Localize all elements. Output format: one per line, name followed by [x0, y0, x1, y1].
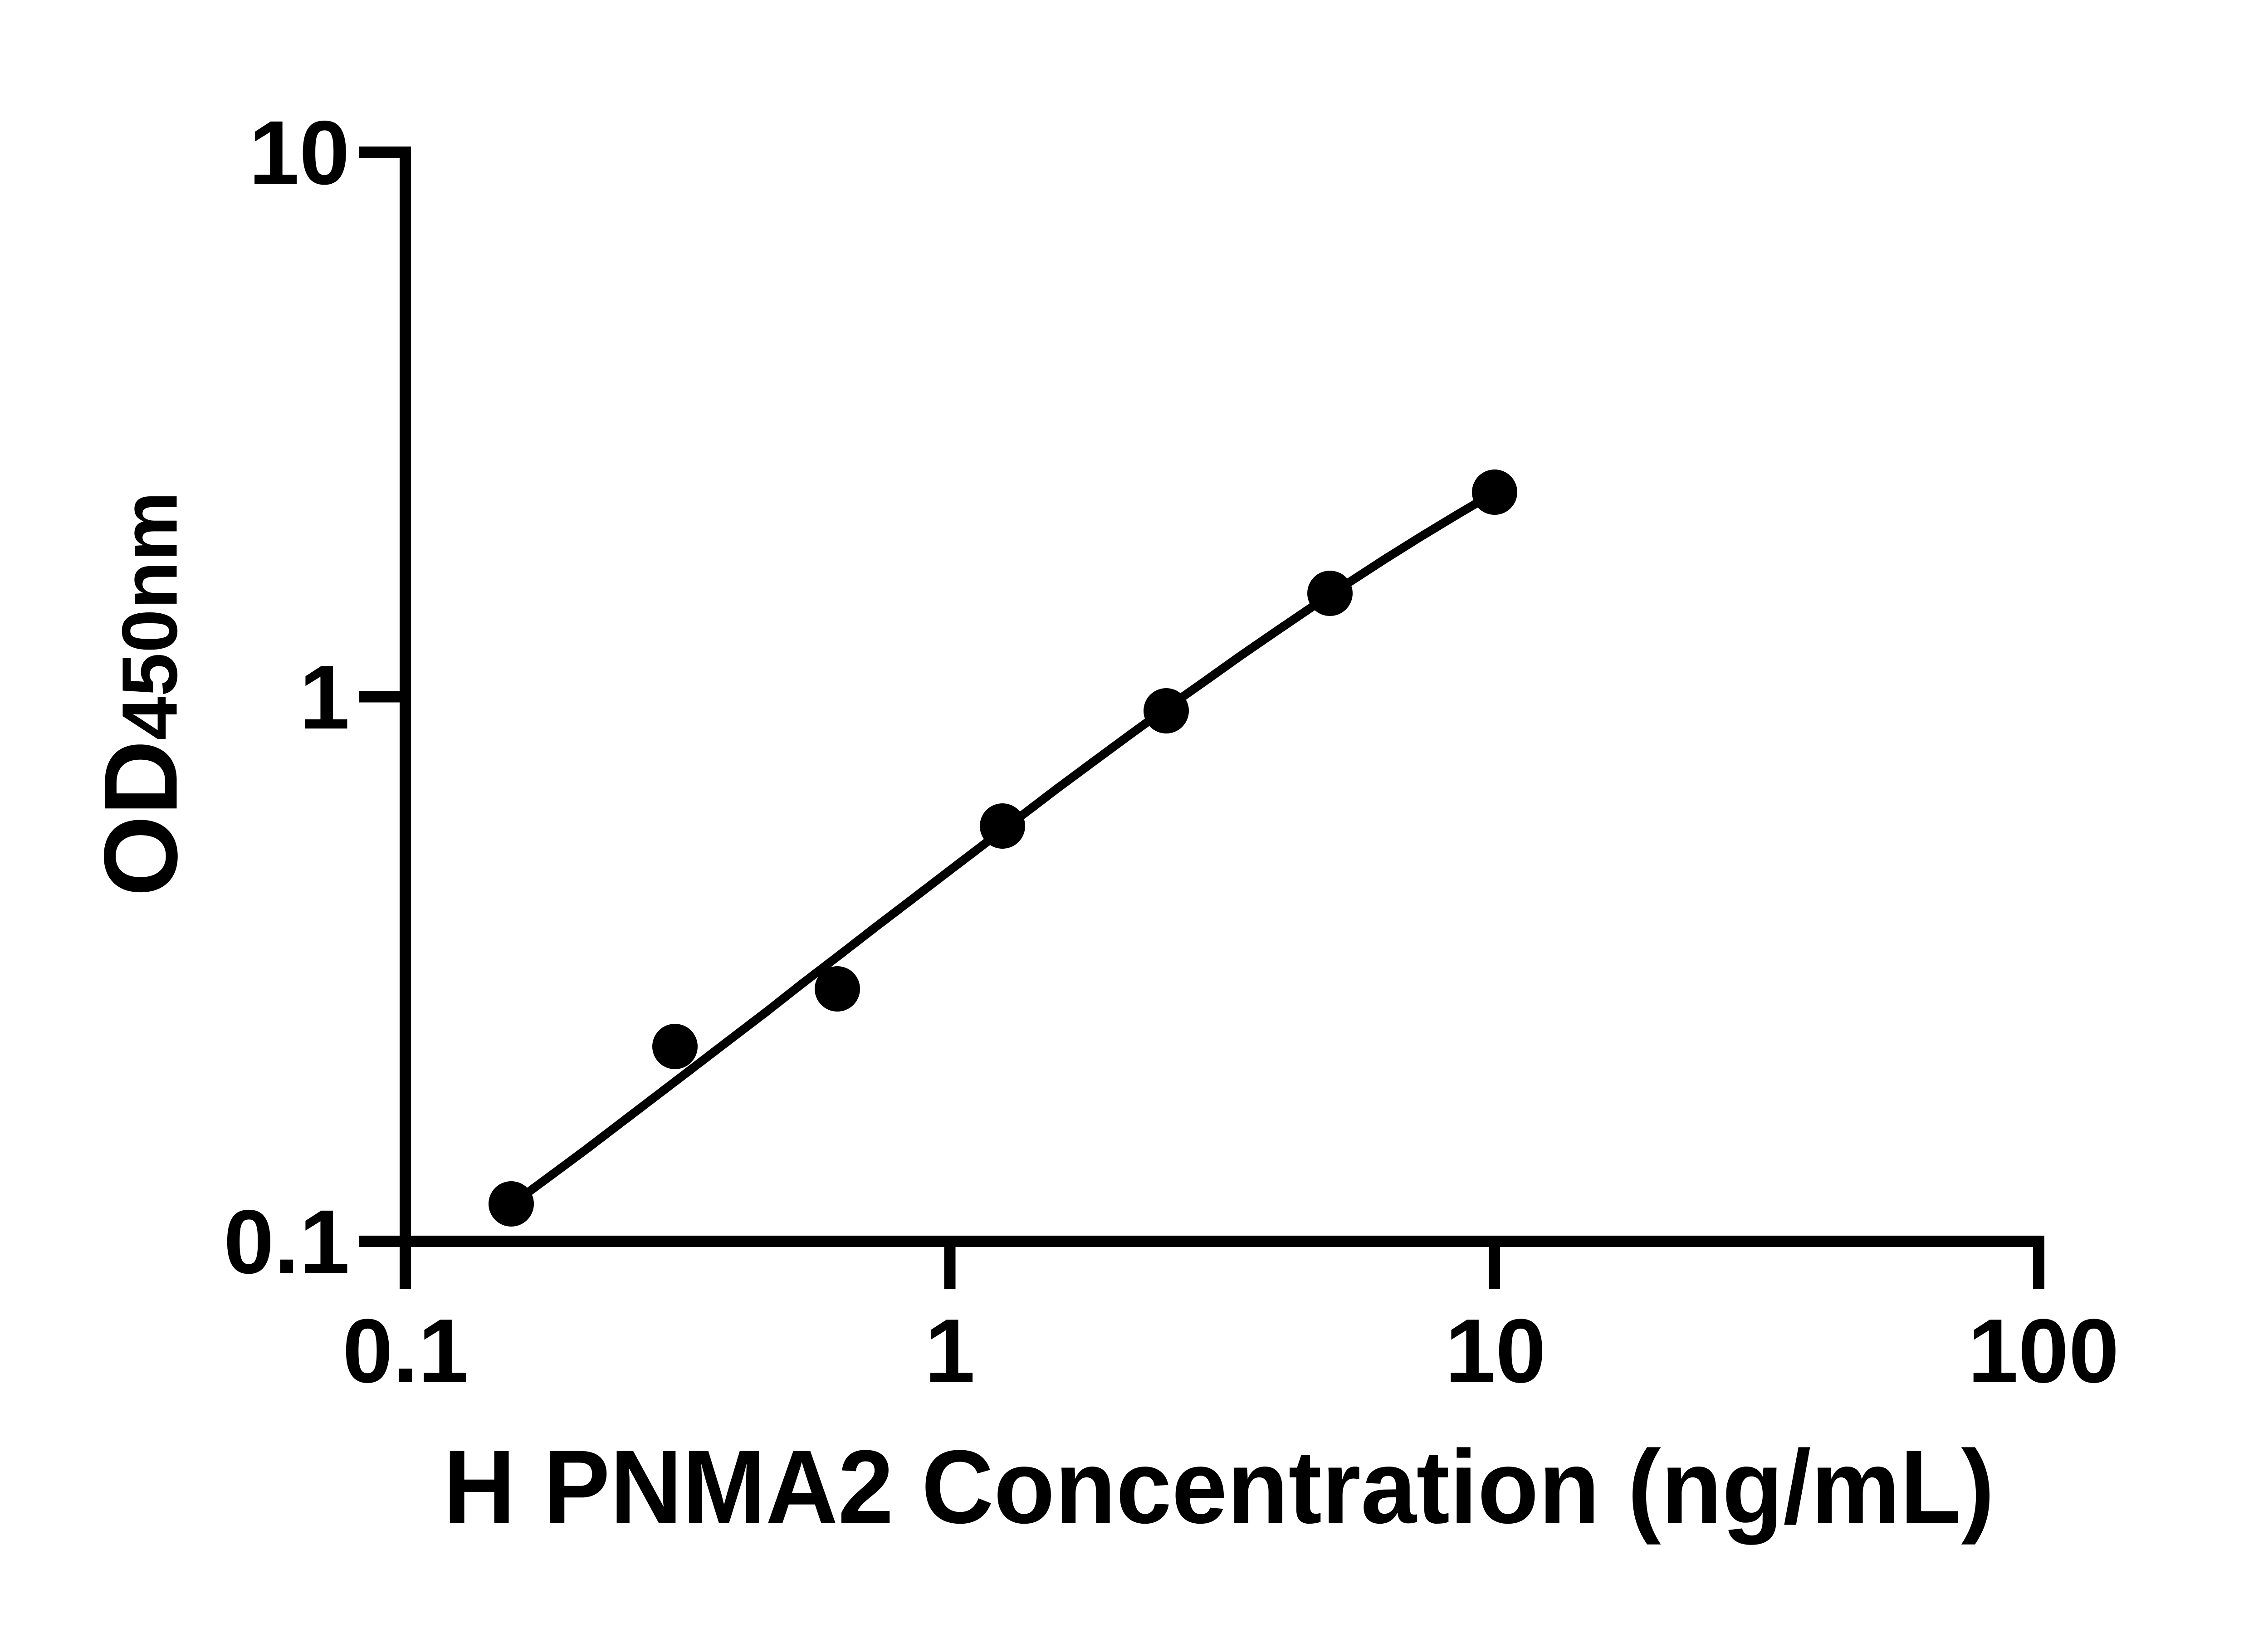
svg-text:0.1: 0.1: [342, 1301, 469, 1402]
svg-text:10: 10: [249, 103, 350, 204]
svg-text:OD450nm: OD450nm: [83, 491, 199, 896]
svg-text:10: 10: [1445, 1301, 1546, 1402]
svg-text:H PNMA2 Concentration (ng/mL): H PNMA2 Concentration (ng/mL): [443, 1428, 1994, 1545]
svg-text:1: 1: [924, 1301, 975, 1402]
svg-text:1: 1: [299, 647, 350, 748]
svg-text:100: 100: [1968, 1301, 2119, 1402]
svg-text:0.1: 0.1: [224, 1192, 350, 1293]
